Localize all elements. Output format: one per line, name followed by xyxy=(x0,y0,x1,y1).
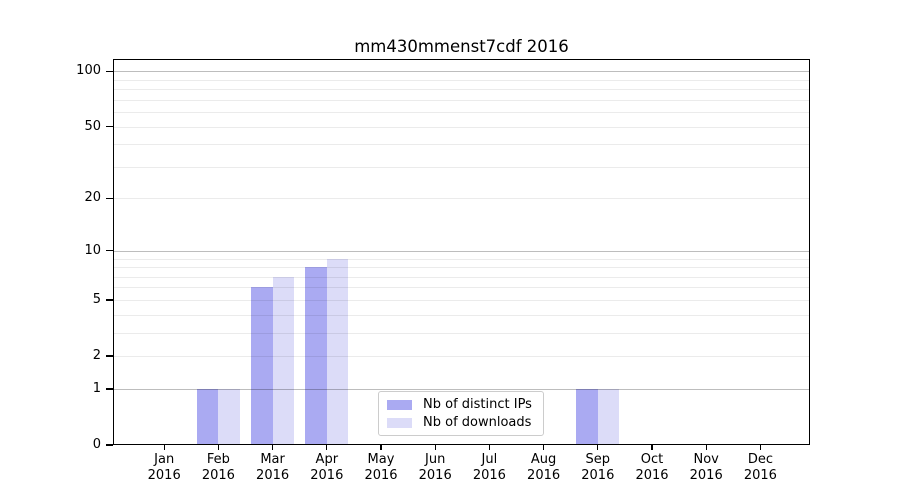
y-tick-label: 5 xyxy=(92,291,101,307)
x-tick-month: Sep xyxy=(585,452,611,467)
y-tick-mark xyxy=(106,299,113,301)
x-tick-year: 2016 xyxy=(743,467,777,483)
bar-nb-of-distinct-ips-feb xyxy=(196,388,219,445)
x-tick-year: 2016 xyxy=(527,467,561,483)
x-tick-mark xyxy=(163,445,165,450)
x-tick-month: Dec xyxy=(747,452,773,467)
x-tick-year: 2016 xyxy=(147,467,181,483)
x-tick-year: 2016 xyxy=(201,467,235,483)
x-tick-mark xyxy=(380,445,382,450)
x-tick-label: May 2016 xyxy=(349,452,413,483)
x-tick-month: Mar xyxy=(260,452,285,467)
x-tick-mark xyxy=(597,445,599,450)
y-tick-label: 100 xyxy=(76,63,101,79)
x-tick-label: Apr 2016 xyxy=(295,452,359,483)
x-tick-month: Nov xyxy=(693,452,719,467)
y-tick-mark xyxy=(106,125,113,128)
bar-nb-of-downloads-feb xyxy=(218,388,240,445)
bar-nb-of-downloads-sep xyxy=(597,388,620,445)
legend-swatch-distinct-ips xyxy=(387,399,412,410)
x-tick-mark xyxy=(651,445,653,450)
x-tick-mark xyxy=(217,445,220,450)
y-tick-mark xyxy=(106,355,113,357)
bar-nb-of-downloads-mar xyxy=(272,276,295,445)
y-tick-label: 1 xyxy=(92,380,101,396)
x-tick-month: Jun xyxy=(425,452,446,467)
x-tick-month: Jan xyxy=(154,452,175,467)
x-tick-label: Jun 2016 xyxy=(403,452,467,483)
x-tick-month: May xyxy=(367,452,395,467)
x-tick-year: 2016 xyxy=(689,467,723,483)
x-tick-year: 2016 xyxy=(256,467,290,483)
bar-nb-of-downloads-apr xyxy=(326,258,349,445)
x-tick-label: Feb 2016 xyxy=(186,452,250,483)
y-tick-mark xyxy=(106,197,113,200)
y-tick-label: 0 xyxy=(92,437,101,452)
legend-item-distinct-ips: Nb of distinct IPs xyxy=(387,397,543,412)
y-tick-label: 20 xyxy=(84,190,101,206)
x-tick-mark xyxy=(542,445,545,450)
x-tick-year: 2016 xyxy=(472,467,506,483)
bar-nb-of-distinct-ips-sep xyxy=(576,388,598,445)
x-tick-label: Aug 2016 xyxy=(512,452,576,483)
y-tick-mark xyxy=(106,444,113,446)
legend-label-downloads: Nb of downloads xyxy=(423,415,532,430)
y-tick-mark xyxy=(106,250,113,252)
y-tick-label: 2 xyxy=(92,348,101,364)
x-tick-month: Jul xyxy=(481,452,498,467)
x-tick-month: Aug xyxy=(530,452,557,467)
x-tick-mark xyxy=(705,445,707,450)
x-tick-mark xyxy=(759,445,762,450)
legend-swatch-downloads xyxy=(387,417,412,428)
y-tick-mark xyxy=(106,388,113,390)
bar-nb-of-distinct-ips-apr xyxy=(305,267,327,445)
x-tick-mark xyxy=(326,445,328,450)
x-tick-year: 2016 xyxy=(581,467,615,483)
legend-label-distinct-ips: Nb of distinct IPs xyxy=(423,397,532,412)
x-tick-year: 2016 xyxy=(310,467,344,483)
x-tick-year: 2016 xyxy=(364,467,398,483)
y-tick-label: 10 xyxy=(84,242,101,258)
x-tick-label: Dec 2016 xyxy=(728,452,792,483)
plot-area xyxy=(113,59,810,445)
legend: Nb of distinct IPs Nb of downloads xyxy=(378,391,544,436)
x-tick-month: Oct xyxy=(640,452,664,467)
x-tick-year: 2016 xyxy=(635,467,669,483)
x-tick-month: Feb xyxy=(206,452,230,467)
x-tick-label: Sep 2016 xyxy=(566,452,630,483)
x-tick-label: Mar 2016 xyxy=(241,452,305,483)
bars-layer xyxy=(113,59,810,445)
x-tick-label: Nov 2016 xyxy=(674,452,738,483)
y-tick-label: 50 xyxy=(84,118,101,134)
x-tick-label: Jul 2016 xyxy=(457,452,521,483)
bar-nb-of-distinct-ips-mar xyxy=(251,287,273,445)
x-tick-label: Oct 2016 xyxy=(620,452,684,483)
x-tick-month: Apr xyxy=(315,452,339,467)
x-tick-mark xyxy=(271,445,274,450)
legend-item-downloads: Nb of downloads xyxy=(387,415,543,430)
chart-title: mm430mmenst7cdf 2016 xyxy=(354,37,569,56)
x-tick-year: 2016 xyxy=(418,467,452,483)
x-tick-label: Jan 2016 xyxy=(132,452,196,483)
x-tick-mark xyxy=(488,445,491,450)
x-tick-mark xyxy=(434,445,436,450)
y-tick-mark xyxy=(106,70,113,72)
